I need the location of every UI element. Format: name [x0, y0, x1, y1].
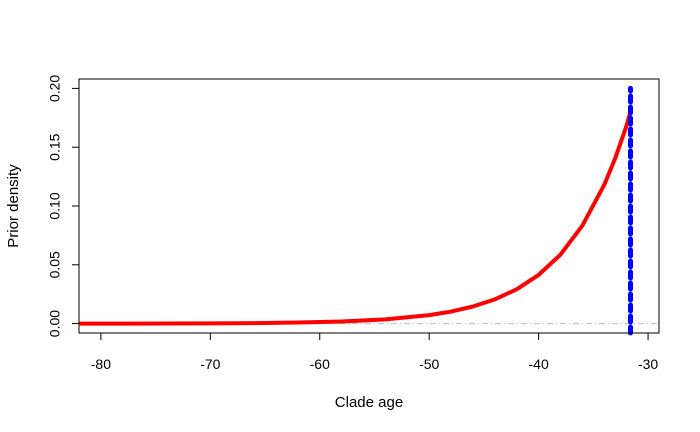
y-tick-label: 0.00 [47, 310, 63, 337]
x-axis-title: Clade age [335, 394, 403, 411]
x-tick-label: -60 [310, 356, 330, 372]
plot-frame [78, 78, 660, 334]
x-tick-label: -40 [529, 356, 549, 372]
x-axis: -80 -70 -60 -50 -40 -30 [91, 332, 658, 372]
y-tick-label: 0.05 [47, 251, 63, 278]
x-tick-label: -70 [200, 356, 220, 372]
x-tick-label: -80 [91, 356, 111, 372]
y-tick-label: 0.10 [47, 192, 63, 219]
series-line-red [79, 111, 633, 326]
x-tick-label: -30 [638, 356, 658, 372]
series-layer [79, 85, 633, 336]
y-axis: 0.00 0.05 0.10 0.15 0.20 [47, 75, 80, 337]
x-tick-label: -50 [419, 356, 439, 372]
y-tick-label: 0.20 [47, 75, 63, 102]
y-tick-label: 0.15 [47, 133, 63, 160]
y-axis-title: Prior density [5, 164, 22, 248]
